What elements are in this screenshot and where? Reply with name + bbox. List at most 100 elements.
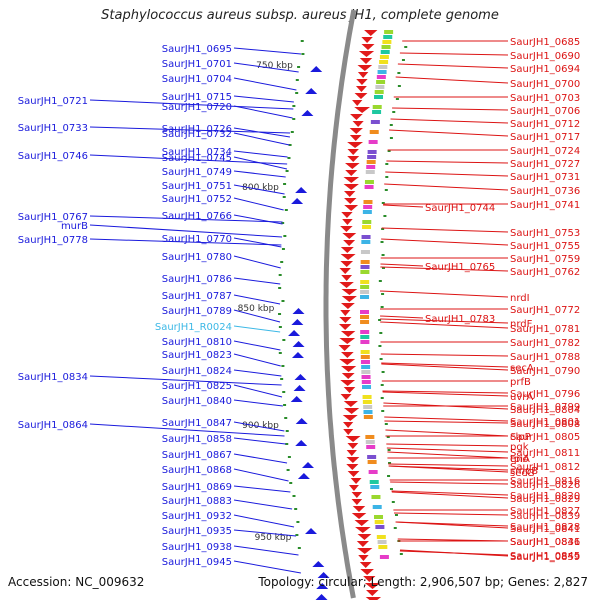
cog-block [383,35,393,39]
cog-block [361,240,371,244]
right-gene-label: SaurJH1_0690 [510,51,580,62]
right-leader-line [382,391,509,397]
right-gene-label: SaurJH1_0782 [510,338,580,349]
cog-block [379,555,389,559]
left-gene-label: SaurJH1_0751 [162,181,232,192]
right-leader-line [390,118,509,124]
reverse-gene-arrow [357,72,369,78]
left-leader-line [233,369,282,377]
left-leader-line [233,127,291,138]
right-gene-label: SaurJH1_0808 [510,419,580,430]
reverse-gene-arrow [342,415,358,421]
right-leader-line [384,420,509,424]
gc-skew-mark [288,144,292,146]
gc-skew-mark [295,79,299,81]
gc-skew-mark [380,384,384,386]
right-leader-line [380,321,509,329]
right-gene-label: SaurJH1_0741 [510,200,580,211]
gc-skew-mark [282,196,286,198]
gc-skew-mark [285,443,289,445]
left-gene-label: SaurJH1_0701 [162,59,232,70]
left-gene-label: SaurJH1_0847 [162,418,232,429]
left-leader-line [233,170,286,178]
reverse-gene-arrow [340,254,356,260]
gc-skew-mark [295,92,299,94]
gc-skew-mark [287,157,291,159]
cog-block [382,40,392,44]
reverse-gene-arrow [339,338,356,344]
map-title: Staphylococcus aureus subsp. aureus JH1,… [101,8,499,23]
forward-gene-arrow [301,110,314,116]
cog-block [360,335,370,339]
reverse-gene-arrow [355,527,371,533]
left-gene-label: SaurJH1_0720 [162,102,232,113]
gc-skew-mark [381,254,385,256]
cog-block [360,310,370,314]
reverse-gene-arrow [365,597,382,600]
right-gene-label: SaurJH1_0811 [510,448,580,459]
forward-gene-arrow [295,187,308,193]
right-leader-line [381,362,509,368]
gc-skew-mark [399,553,403,555]
left-leader-line [233,237,282,248]
cog-block [362,395,372,399]
cog-block [377,70,387,74]
right-gene-label: SaurJH1_0685 [510,37,580,48]
right-gene-label: SaurJH1_0765 [425,262,495,273]
cog-block [361,380,371,384]
reverse-gene-arrow [338,345,351,351]
cog-block [362,225,372,229]
reverse-gene-arrow [347,471,360,477]
cog-block [365,440,375,444]
left-leader-line [233,399,283,407]
cog-block [366,160,376,164]
right-gene-label: prfB [510,377,531,388]
gc-skew-mark [383,215,387,217]
right-gene-label: SaurJH1_0799 [510,402,580,413]
gc-skew-mark [387,475,391,477]
right-gene-label: SaurJH1_0845 [510,551,580,562]
reverse-gene-arrow [358,51,375,57]
cog-block [375,525,385,529]
forward-gene-arrow [305,88,318,94]
left-leader-line [233,150,288,158]
forward-gene-arrow [315,594,328,600]
reverse-gene-arrow [340,310,351,316]
left-gene-label: SaurJH1_0858 [162,434,232,445]
gc-skew-mark [391,501,395,503]
right-gene-label: secA [510,363,534,374]
cog-block [371,495,381,499]
cog-block [364,180,374,184]
reverse-gene-arrow [357,65,373,71]
left-leader-line [89,215,283,223]
right-gene-label: SaurJH1_0712 [510,119,580,130]
gc-skew-mark [284,417,288,419]
right-gene-label: SaurJH1_0801 [510,417,580,428]
forward-gene-arrow [316,583,329,589]
left-leader-line [233,468,289,482]
reverse-gene-arrow [339,317,352,323]
left-gene-label: SaurJH1_0834 [18,372,88,383]
right-gene-label: smpB [510,466,538,477]
reverse-gene-arrow [361,44,375,50]
reverse-gene-arrow [340,331,356,337]
gc-skew-mark [380,241,384,243]
right-leader-line [395,76,509,84]
gc-skew-mark [394,514,398,516]
forward-gene-arrow [310,66,323,72]
cog-block [374,515,384,519]
reverse-gene-arrow [341,275,353,281]
left-leader-line [233,77,297,91]
right-gene-label: nrdF [510,319,533,330]
gc-skew-mark [380,397,384,399]
right-leader-line [385,429,509,437]
cog-block [369,480,379,484]
reverse-gene-arrow [341,212,353,218]
gc-skew-mark [378,280,382,282]
reverse-gene-arrow [340,247,354,253]
gc-skew-mark [381,371,385,373]
reverse-gene-arrow [347,142,364,148]
gc-skew-mark [379,358,383,360]
left-leader-line [89,238,282,246]
